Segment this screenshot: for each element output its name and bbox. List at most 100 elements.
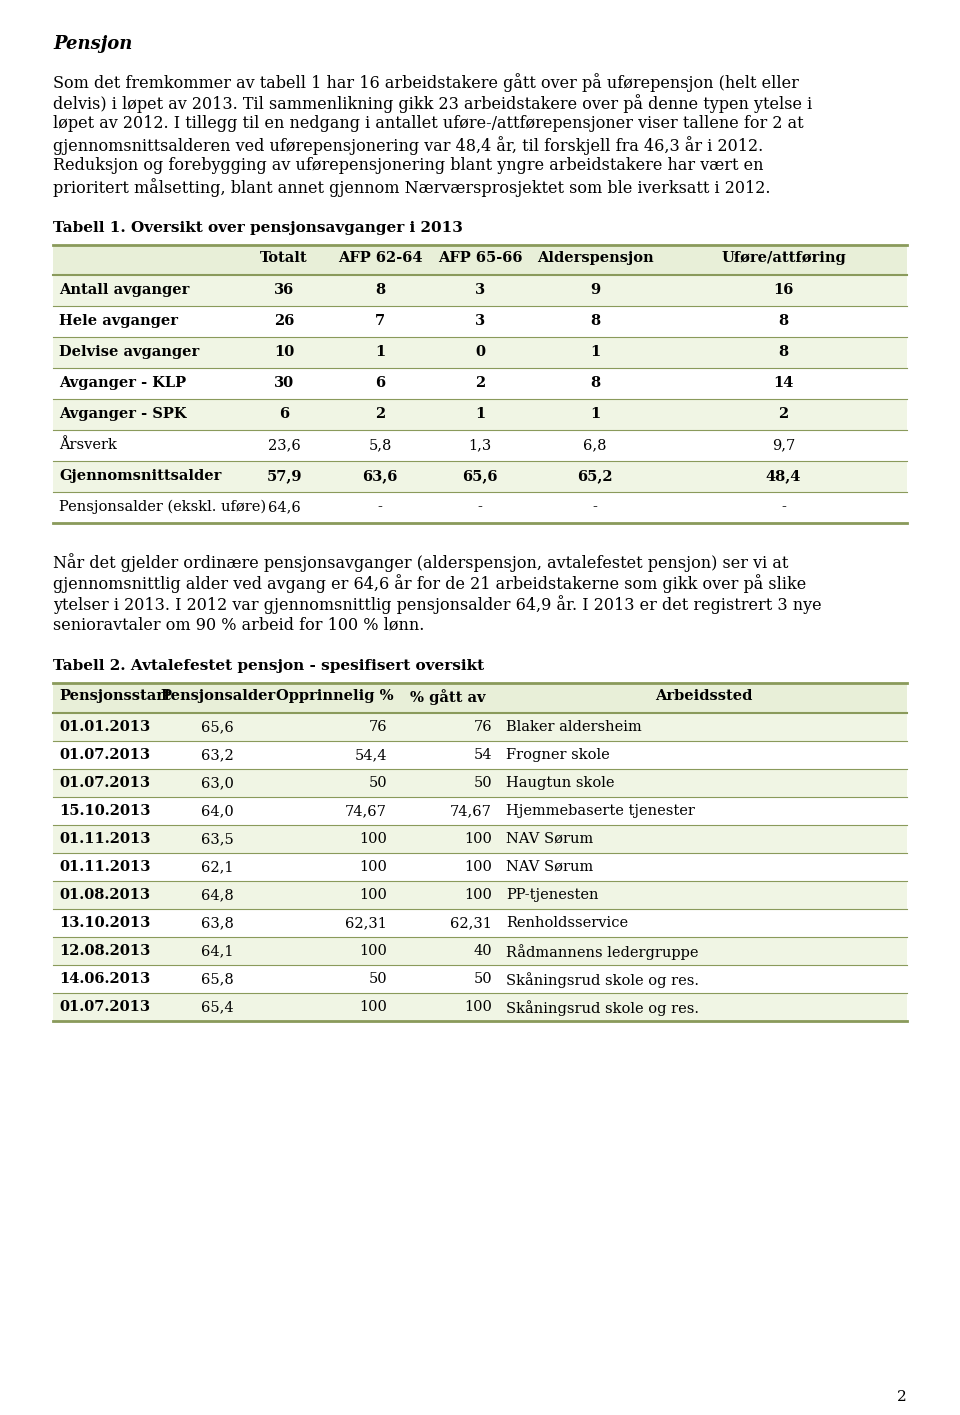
Text: Årsverk: Årsverk — [59, 439, 117, 451]
Text: 01.11.2013: 01.11.2013 — [59, 832, 151, 846]
Text: -: - — [592, 499, 597, 514]
Text: 100: 100 — [359, 860, 387, 874]
Bar — [53, 825, 907, 853]
Text: 1,3: 1,3 — [468, 439, 492, 451]
Text: delvis) i løpet av 2013. Til sammenlikning gikk 23 arbeidstakere over på denne t: delvis) i løpet av 2013. Til sammenlikni… — [53, 93, 812, 113]
Text: 57,9: 57,9 — [266, 468, 301, 483]
Text: 26: 26 — [274, 314, 294, 328]
Text: Avganger - KLP: Avganger - KLP — [59, 376, 186, 391]
Bar — [53, 399, 907, 430]
Text: 12.08.2013: 12.08.2013 — [59, 944, 151, 958]
Bar — [53, 937, 907, 965]
Text: 2: 2 — [898, 1390, 907, 1404]
Text: 50: 50 — [369, 775, 387, 790]
Text: 7: 7 — [375, 314, 385, 328]
Text: 48,4: 48,4 — [766, 468, 802, 483]
Bar — [53, 993, 907, 1022]
Bar — [53, 275, 907, 306]
Text: 65,4: 65,4 — [202, 1000, 234, 1015]
Text: 6: 6 — [375, 376, 385, 391]
Text: 100: 100 — [359, 832, 387, 846]
Text: 100: 100 — [464, 1000, 492, 1015]
Text: AFP 65-66: AFP 65-66 — [438, 250, 522, 265]
Text: 01.07.2013: 01.07.2013 — [59, 749, 150, 763]
Text: Skåningsrud skole og res.: Skåningsrud skole og res. — [506, 1000, 699, 1016]
Text: Antall avganger: Antall avganger — [59, 283, 189, 297]
Text: 64,6: 64,6 — [268, 499, 300, 514]
Text: 62,31: 62,31 — [450, 916, 492, 930]
Bar — [53, 306, 907, 337]
Text: 100: 100 — [359, 944, 387, 958]
Text: 65,8: 65,8 — [202, 972, 234, 986]
Text: 1: 1 — [589, 408, 600, 422]
Text: Tabell 1. Oversikt over pensjonsavganger i 2013: Tabell 1. Oversikt over pensjonsavganger… — [53, 221, 463, 235]
Bar — [53, 908, 907, 937]
Text: NAV Sørum: NAV Sørum — [506, 860, 593, 874]
Text: 100: 100 — [464, 889, 492, 901]
Text: 8: 8 — [779, 345, 788, 359]
Text: 15.10.2013: 15.10.2013 — [59, 804, 151, 818]
Text: 64,1: 64,1 — [202, 944, 233, 958]
Bar — [53, 337, 907, 368]
Text: Pensjonsstart: Pensjonsstart — [59, 689, 171, 703]
Text: 50: 50 — [369, 972, 387, 986]
Text: 2: 2 — [475, 376, 485, 391]
Text: 63,6: 63,6 — [362, 468, 397, 483]
Text: 100: 100 — [359, 889, 387, 901]
Text: 2: 2 — [374, 408, 385, 422]
Text: Delvise avganger: Delvise avganger — [59, 345, 200, 359]
Text: Som det fremkommer av tabell 1 har 16 arbeidstakere gått over på uførepensjon (h: Som det fremkommer av tabell 1 har 16 ar… — [53, 74, 799, 92]
Text: 8: 8 — [779, 314, 788, 328]
Bar — [53, 430, 907, 461]
Text: prioritert målsetting, blant annet gjennom Nærværsprosjektet som ble iverksatt i: prioritert målsetting, blant annet gjenn… — [53, 178, 771, 197]
Text: 10: 10 — [274, 345, 294, 359]
Text: 13.10.2013: 13.10.2013 — [59, 916, 151, 930]
Bar — [53, 797, 907, 825]
Text: Pensjonsalder: Pensjonsalder — [160, 689, 276, 703]
Text: 9: 9 — [590, 283, 600, 297]
Text: 62,31: 62,31 — [346, 916, 387, 930]
Text: 30: 30 — [274, 376, 294, 391]
Text: gjennomsnittsalderen ved uførepensjonering var 48,4 år, til forskjell fra 46,3 å: gjennomsnittsalderen ved uførepensjoneri… — [53, 136, 763, 154]
Text: 14: 14 — [774, 376, 794, 391]
Text: 63,0: 63,0 — [201, 775, 234, 790]
Text: % gått av: % gått av — [410, 689, 485, 705]
Text: PP-tjenesten: PP-tjenesten — [506, 889, 598, 901]
Text: 100: 100 — [464, 860, 492, 874]
Text: Rådmannens ledergruppe: Rådmannens ledergruppe — [506, 944, 699, 959]
Text: løpet av 2012. I tillegg til en nedgang i antallet uføre-/attførepensjoner viser: løpet av 2012. I tillegg til en nedgang … — [53, 115, 804, 132]
Text: 74,67: 74,67 — [450, 804, 492, 818]
Text: 64,8: 64,8 — [202, 889, 234, 901]
Bar — [53, 245, 907, 275]
Text: Gjennomsnittsalder: Gjennomsnittsalder — [59, 468, 222, 483]
Bar — [53, 882, 907, 908]
Bar — [53, 741, 907, 768]
Text: Totalt: Totalt — [260, 250, 308, 265]
Text: 100: 100 — [464, 832, 492, 846]
Text: 3: 3 — [475, 314, 485, 328]
Text: 54,4: 54,4 — [354, 749, 387, 763]
Text: AFP 62-64: AFP 62-64 — [338, 250, 422, 265]
Text: 1: 1 — [475, 408, 485, 422]
Text: Frogner skole: Frogner skole — [506, 749, 610, 763]
Text: 76: 76 — [473, 720, 492, 734]
Text: NAV Sørum: NAV Sørum — [506, 832, 593, 846]
Text: Opprinnelig %: Opprinnelig % — [276, 689, 394, 703]
Text: -: - — [781, 499, 786, 514]
Text: 63,2: 63,2 — [202, 749, 234, 763]
Text: 50: 50 — [473, 972, 492, 986]
Bar — [53, 492, 907, 524]
Text: Haugtun skole: Haugtun skole — [506, 775, 614, 790]
Bar — [53, 853, 907, 882]
Text: 8: 8 — [375, 283, 385, 297]
Text: 5,8: 5,8 — [369, 439, 392, 451]
Text: 8: 8 — [590, 314, 600, 328]
Text: Pensjonsalder (ekskl. uføre): Pensjonsalder (ekskl. uføre) — [59, 499, 266, 515]
Text: 50: 50 — [473, 775, 492, 790]
Text: Når det gjelder ordinære pensjonsavganger (alderspensjon, avtalefestet pensjon) : Når det gjelder ordinære pensjonsavgange… — [53, 553, 788, 572]
Text: 8: 8 — [590, 376, 600, 391]
Text: 76: 76 — [369, 720, 387, 734]
Bar — [53, 368, 907, 399]
Text: gjennomsnittlig alder ved avgang er 64,6 år for de 21 arbeidstakerne som gikk ov: gjennomsnittlig alder ved avgang er 64,6… — [53, 574, 806, 593]
Text: 01.07.2013: 01.07.2013 — [59, 775, 150, 790]
